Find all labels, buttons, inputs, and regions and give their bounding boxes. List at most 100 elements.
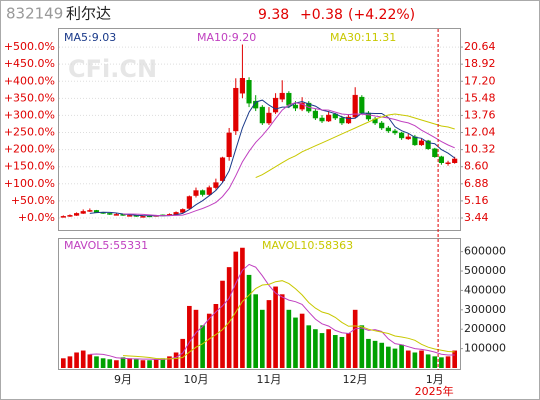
candle-body <box>67 215 73 217</box>
candle-body <box>399 132 405 139</box>
watermark: CFi.CN <box>68 55 157 83</box>
volume-panel <box>58 238 461 370</box>
volume-bar <box>366 338 371 368</box>
volume-bar <box>74 352 79 368</box>
stock-code: 832149 <box>6 5 63 23</box>
legend-entry: MAVOL5:55331 <box>64 239 148 252</box>
x-tick-label: 12月 <box>343 373 368 386</box>
candle-body <box>292 104 299 109</box>
volume-bar <box>240 247 245 368</box>
volume-bar <box>153 359 159 368</box>
volume-bar <box>226 267 232 368</box>
candle-body <box>200 190 206 195</box>
candle-body <box>253 100 259 109</box>
volume-bar <box>193 309 199 368</box>
y-tick-label: 100000 <box>464 342 506 355</box>
legend-entry: MA30:11.31 <box>330 31 396 44</box>
volume-bar <box>332 335 338 368</box>
candle-body <box>339 117 345 124</box>
volume-bar <box>386 346 391 368</box>
volume-bar <box>120 357 126 368</box>
volume-bar <box>412 352 418 368</box>
volume-bar <box>200 325 205 368</box>
candle-body <box>127 215 133 217</box>
ma-line <box>89 263 455 360</box>
candle-body <box>452 158 458 163</box>
y2-tick-label: 20.64 <box>464 40 496 53</box>
y-tick-label: +400.0% <box>4 74 55 87</box>
year-label: 2025年 <box>415 384 454 398</box>
y2-tick-label: 17.20 <box>464 74 496 87</box>
price: 9.38 <box>258 7 289 23</box>
y-tick-label: +300.0% <box>4 108 55 121</box>
volume-bar <box>94 356 99 368</box>
y-tick-label: +350.0% <box>4 91 55 104</box>
x-tick-label: 1月 <box>426 373 444 386</box>
candle-body <box>418 140 425 146</box>
volume-bar <box>187 305 192 368</box>
volume-bar <box>107 359 113 368</box>
y-tick-label: +150.0% <box>4 160 55 173</box>
candle-body <box>432 148 438 158</box>
candle-body <box>233 87 239 132</box>
candle-body <box>140 216 146 218</box>
volume-bar <box>425 354 431 368</box>
price-panel <box>58 28 461 231</box>
candle-body <box>319 117 325 122</box>
candle-body <box>345 116 352 124</box>
candle-body <box>273 97 279 113</box>
volume-bar <box>246 274 252 368</box>
volume-bar <box>326 329 331 368</box>
x-tick-label: 11月 <box>256 373 281 386</box>
x-tick-label: 10月 <box>183 373 208 386</box>
y2-tick-label: 13.76 <box>464 108 496 121</box>
volume-bar <box>439 357 444 368</box>
volume-bar <box>432 356 438 368</box>
y-tick-label: +50.0% <box>11 194 55 207</box>
candle-body <box>206 187 212 195</box>
candle-body <box>299 102 305 110</box>
volume-bar <box>452 350 458 368</box>
candle-body <box>365 112 372 120</box>
y-tick-label: 600000 <box>464 245 506 258</box>
candle-body <box>412 136 418 146</box>
candle-body <box>180 209 186 213</box>
ma-line <box>89 99 455 217</box>
candle-body <box>186 196 192 209</box>
volume-bar <box>220 280 225 368</box>
y-tick-label: 200000 <box>464 322 506 335</box>
volume-bar <box>372 340 378 368</box>
legend-entry: MAVOL10:58363 <box>262 239 353 252</box>
change: +0.38 <box>300 7 343 23</box>
y2-tick-label: 18.92 <box>464 57 496 70</box>
volume-bar <box>133 359 139 368</box>
volume-bar <box>359 325 365 368</box>
volume-bar <box>266 300 272 368</box>
y2-tick-label: 12.04 <box>464 126 496 139</box>
volume-bar <box>259 309 265 368</box>
candle-body <box>226 132 232 158</box>
y-tick-label: +200.0% <box>4 143 55 156</box>
candle-body <box>405 136 411 140</box>
legend-entry: MA10:9.20 <box>197 31 256 44</box>
candle-body <box>74 213 80 216</box>
volume-bar <box>405 350 411 368</box>
stock-name: 利尔达 <box>66 5 111 23</box>
y2-tick-label: 6.88 <box>464 177 489 190</box>
volume-bar <box>299 313 305 368</box>
ma-line <box>122 102 455 217</box>
volume-bar <box>346 333 351 368</box>
volume-bar <box>67 356 73 368</box>
y2-tick-label: 15.48 <box>464 91 496 104</box>
volume-bar <box>352 309 358 368</box>
candle-body <box>438 156 444 163</box>
volume-bar <box>114 360 119 368</box>
candle-body <box>352 94 358 118</box>
y-tick-label: 300000 <box>464 303 506 316</box>
y-tick-label: +0.0% <box>18 211 55 224</box>
volume-bar <box>293 317 298 368</box>
candle-body <box>107 213 113 215</box>
volume-bar <box>60 358 66 368</box>
candle-body <box>259 106 265 124</box>
